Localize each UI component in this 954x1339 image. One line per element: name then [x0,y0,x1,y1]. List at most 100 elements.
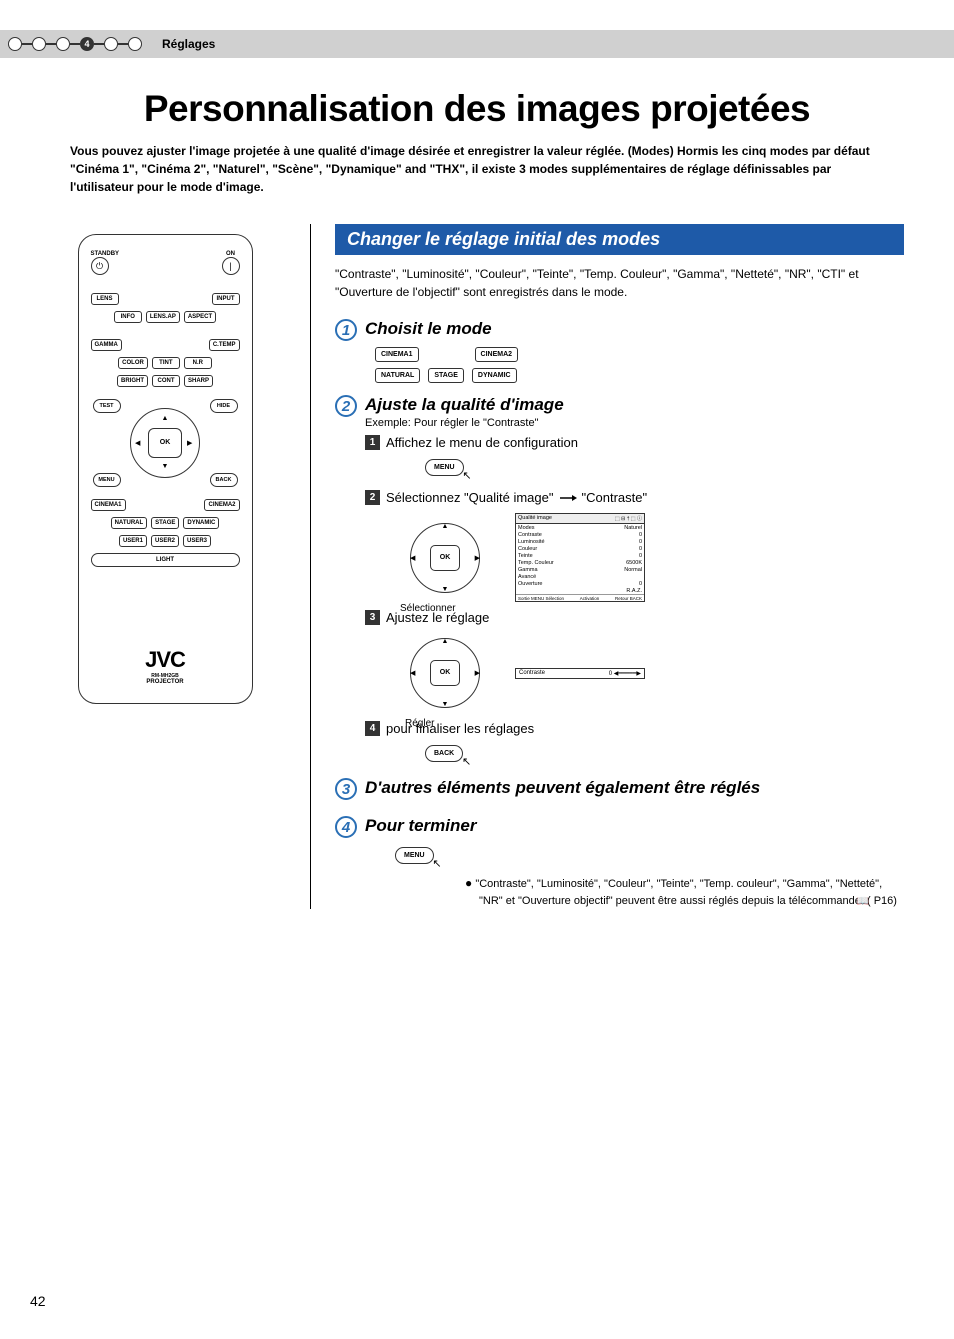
ok-small: OK [430,545,460,571]
menu-footer-left: Sortie MENU Sélection [518,596,564,601]
menu-table-row: GammaNormal [516,566,644,573]
aspect-button[interactable]: ASPECT [184,311,216,323]
arrow-right-icon [558,493,578,503]
menu-table: Qualité image ⬚ ⊟ † ⬚ ⓘ ModesNaturelCont… [515,513,645,602]
back-button[interactable]: BACK [210,473,238,487]
menu-inline-button[interactable]: MENU [425,459,464,476]
step-3-title: D'autres éléments peuvent également être… [365,778,760,798]
substep-2-text-b: "Contraste" [582,490,648,505]
dpad-select-diagram: ▲▼ ◀▶ OK [405,518,485,598]
step-1: 1 Choisit le mode [335,319,904,341]
menu-table-row: Couleur0 [516,545,644,552]
dynamic-mini-button[interactable]: DYNAMIC [472,368,517,383]
jvc-logo: JVC [91,647,240,673]
standby-label: STANDBY [91,251,120,257]
remote-product: PROJECTOR [91,679,240,685]
tint-button[interactable]: TINT [152,357,180,369]
substep-1-number: 1 [365,435,380,450]
substep-2: 2 Sélectionnez "Qualité image" "Contrast… [365,490,904,505]
cinema1-mini-button[interactable]: CINEMA1 [375,347,419,362]
back-inline-button[interactable]: BACK [425,745,463,762]
dpad-left[interactable]: ◀ [135,439,140,447]
step-1-title: Choisit le mode [365,319,492,339]
sharp-button[interactable]: SHARP [184,375,213,387]
cursor-icon: ↖ [462,469,471,482]
step-4-title: Pour terminer [365,816,476,836]
cont-button[interactable]: CONT [152,375,180,387]
gamma-button[interactable]: GAMMA [91,339,122,351]
page-title: Personnalisation des images projetées [50,88,904,130]
cursor-icon-3: ↖ [432,857,441,870]
step-1-buttons-row1: CINEMA1 CINEMA2 [375,347,904,362]
natural-mini-button[interactable]: NATURAL [375,368,420,383]
nr-button[interactable]: N.R [184,357,212,369]
user1-button[interactable]: USER1 [119,535,147,547]
on-button[interactable]: | [222,257,240,275]
remote-control-diagram: STANDBY ⏻ ON | LENS INPUT INFO LENS.AP [78,234,253,704]
menu-button[interactable]: MENU [93,473,121,487]
user2-button[interactable]: USER2 [151,535,179,547]
menu-table-row: Luminosité0 [516,538,644,545]
dpad-right[interactable]: ▶ [187,439,192,447]
bright-button[interactable]: BRIGHT [117,375,148,387]
lens-button[interactable]: LENS [91,293,119,305]
hide-button[interactable]: HIDE [210,399,238,413]
section-title-bar: Changer le réglage initial des modes [335,224,904,255]
step-1-number: 1 [335,319,357,341]
menu-table-row: Avancé [516,573,644,580]
step-1-buttons-row2: NATURAL STAGE DYNAMIC [375,368,904,383]
test-button[interactable]: TEST [93,399,121,413]
substep-4-number: 4 [365,721,380,736]
substep-2-number: 2 [365,490,380,505]
menu-footer-mid: Activation [580,596,600,601]
step-4: 4 Pour terminer [335,816,904,838]
on-label: ON [222,251,240,257]
substep-3-number: 3 [365,610,380,625]
dpad-adjust-diagram: ▲▼ ◀▶ OK [405,633,485,713]
user3-button[interactable]: USER3 [183,535,211,547]
input-button[interactable]: INPUT [212,293,240,305]
menu-table-row: Teinte0 [516,552,644,559]
cinema2-mini-button[interactable]: CINEMA2 [475,347,519,362]
ctemp-button[interactable]: C.TEMP [209,339,240,351]
cinema2-button[interactable]: CINEMA2 [204,499,239,511]
menu-table-row: Ouverture0 [516,580,644,587]
cinema1-button[interactable]: CINEMA1 [91,499,126,511]
ok-button[interactable]: OK [148,428,182,458]
substep-4: 4 pour finaliser les réglages [365,721,904,736]
intro-text: Vous pouvez ajuster l'image projetée à u… [70,142,884,196]
stage-button[interactable]: STAGE [151,517,179,529]
step-3: 3 D'autres éléments peuvent également êt… [335,778,904,800]
dpad-up[interactable]: ▲ [162,415,169,422]
header-bar: 4 Réglages [0,30,954,58]
step-2: 2 Ajuste la qualité d'image Exemple: Pou… [335,395,904,429]
step-3-number: 3 [335,778,357,800]
lensap-button[interactable]: LENS.AP [146,311,180,323]
dpad-down[interactable]: ▼ [162,463,169,470]
step-2-title: Ajuste la qualité d'image [365,395,564,415]
slider-label: Contraste [519,670,545,677]
footnote: ● "Contraste", "Luminosité", "Couleur", … [465,874,904,909]
step-2-example: Exemple: Pour régler le "Contraste" [365,417,564,429]
stage-mini-button[interactable]: STAGE [428,368,464,383]
menu-table-row: ModesNaturel [516,524,644,531]
page-number: 42 [30,1293,46,1309]
menu-inline-button-2[interactable]: MENU [395,847,434,864]
color-button[interactable]: COLOR [118,357,148,369]
dpad[interactable]: TEST HIDE ▲ ▼ ◀ ▶ OK MENU BACK [91,393,240,493]
menu-table-row: R.A.Z. [516,587,644,594]
section-label: Réglages [162,37,215,51]
dynamic-button[interactable]: DYNAMIC [183,517,219,529]
substep-2-text-a: Sélectionnez "Qualité image" [386,490,554,505]
footnote-text: "Contraste", "Luminosité", "Couleur", "T… [475,878,882,907]
standby-button[interactable]: ⏻ [91,257,109,275]
natural-button[interactable]: NATURAL [111,517,148,529]
select-label: Sélectionner [400,603,456,614]
substep-1-text: Affichez le menu de configuration [386,435,578,450]
contrast-slider: Contraste 0 ◀━━━━━▶ [515,668,645,679]
nav-step-current: 4 [80,37,94,51]
substep-1: 1 Affichez le menu de configuration [365,435,904,450]
light-button[interactable]: LIGHT [91,553,240,567]
info-button[interactable]: INFO [114,311,142,323]
menu-footer-right: Retour BACK [615,596,642,601]
